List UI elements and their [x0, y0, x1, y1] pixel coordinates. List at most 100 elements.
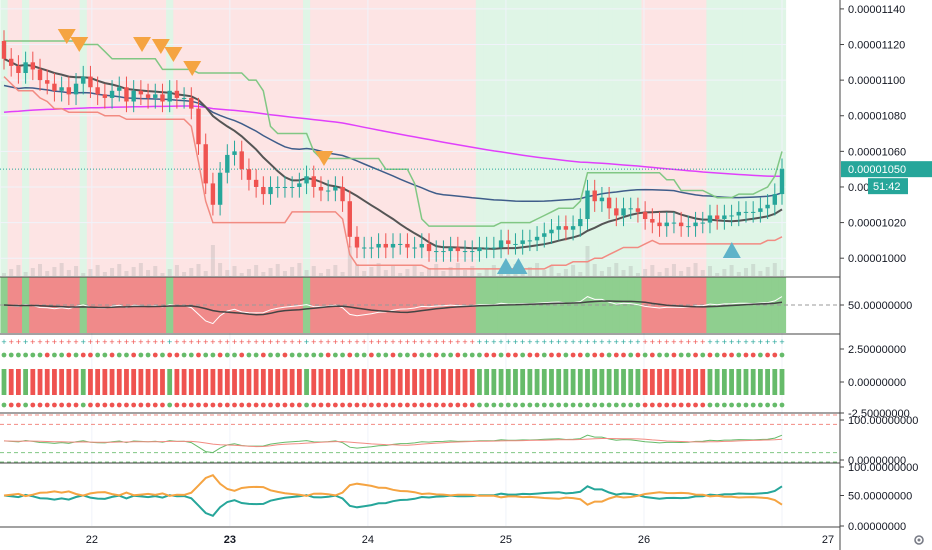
- signal-dot: [368, 352, 374, 358]
- candle-body: [650, 219, 655, 223]
- trend-zone: [173, 0, 181, 276]
- pane-separators[interactable]: [0, 0, 841, 550]
- signal-bar: [253, 369, 259, 395]
- candle-body: [606, 197, 612, 209]
- volume-bar: [239, 273, 244, 276]
- signal-dot: [124, 402, 129, 408]
- signal-dot: [534, 352, 540, 358]
- volume-bar: [189, 268, 194, 276]
- candle-body: [1, 40, 7, 59]
- trend-zone: [475, 0, 484, 276]
- trend-zone: [735, 0, 743, 276]
- trend-zone: [439, 0, 448, 276]
- signal-dot: [196, 352, 201, 358]
- signal-bar: [592, 369, 598, 395]
- time-axis[interactable]: 22 23 24 25 26 27: [86, 534, 834, 546]
- candlesticks[interactable]: [1, 30, 785, 262]
- volume-bar: [398, 273, 403, 276]
- signal-dot: [188, 352, 194, 358]
- signal-dot: [585, 402, 590, 408]
- signal-plus: +: [167, 337, 172, 347]
- rsi-zone: [245, 277, 254, 333]
- signal-dot: [750, 402, 756, 408]
- trend-zone: [447, 0, 455, 276]
- price-tick-label: 0.00001100: [848, 75, 905, 87]
- candle-body: [45, 80, 50, 84]
- signal-dot: [253, 402, 259, 408]
- candle-body: [527, 240, 533, 242]
- signal-plus: +: [484, 337, 489, 347]
- signal-plus: +: [498, 337, 503, 347]
- price-tick-label: 0.00001120: [848, 40, 905, 52]
- candle-body: [758, 208, 763, 212]
- candle-body: [196, 108, 201, 145]
- signal-dot: [729, 352, 734, 358]
- signal-dot: [606, 352, 612, 358]
- signal-dot: [16, 402, 21, 408]
- signal-dot: [397, 402, 403, 408]
- trend-zone: [677, 0, 686, 276]
- signal-dot: [664, 352, 670, 358]
- signal-dot: [282, 402, 288, 408]
- volume-bar: [484, 269, 489, 276]
- volume-bar: [203, 271, 208, 276]
- trend-zone: [158, 0, 167, 276]
- candle-body: [275, 186, 280, 188]
- sell-signal-triangle: [151, 39, 170, 54]
- volume-bar: [246, 269, 251, 276]
- candle-body: [268, 186, 273, 195]
- signal-bar: [714, 369, 720, 395]
- candle-body: [102, 94, 108, 98]
- price-axis[interactable]: 0.00001140 0.00001120 0.00001100 0.00001080…: [840, 4, 932, 533]
- rsi-zone: [288, 277, 297, 333]
- signal-dot: [181, 352, 187, 358]
- signal-dot: [52, 402, 57, 408]
- signal-plus: +: [369, 337, 374, 347]
- signal-bar: [124, 369, 129, 395]
- candle-body: [398, 243, 403, 245]
- signal-dot: [505, 402, 511, 408]
- signal-dot: [592, 402, 598, 408]
- trend-zone: [209, 0, 218, 276]
- signal-dot: [44, 402, 50, 408]
- signal-plus: +: [275, 337, 280, 347]
- signal-bar: [599, 369, 605, 395]
- volume-bar: [23, 272, 28, 276]
- signal-dot: [138, 352, 144, 358]
- candle-body: [52, 83, 57, 91]
- signal-dot: [224, 352, 230, 358]
- volume-bar: [758, 271, 763, 276]
- signal-plus: +: [700, 337, 705, 347]
- candle-body: [513, 243, 518, 245]
- signal-dot: [779, 402, 785, 408]
- signal-bar: [44, 369, 50, 395]
- volume-bar: [124, 271, 129, 276]
- signal-dot: [246, 352, 252, 358]
- signal-plus: +: [174, 337, 179, 347]
- signal-dot: [441, 352, 446, 358]
- trend-zone: [360, 0, 369, 276]
- chart-settings-gear-icon[interactable]: [912, 533, 926, 547]
- volume-bar: [772, 263, 777, 276]
- volume-bar: [2, 273, 6, 276]
- trend-zone: [130, 0, 138, 276]
- candle-body: [628, 208, 633, 210]
- signal-dot: [693, 352, 698, 358]
- signal-bar: [1, 369, 7, 395]
- signal-plus: +: [765, 337, 770, 347]
- signal-dot: [577, 352, 583, 358]
- trend-zone: [648, 0, 657, 276]
- signal-dot: [232, 352, 237, 358]
- signal-dot: [426, 352, 432, 358]
- signal-plus: +: [592, 337, 597, 347]
- rsi-zone: [36, 277, 45, 333]
- candle-body: [426, 243, 432, 252]
- trend-zone: [58, 0, 66, 276]
- volume-bar: [160, 273, 165, 276]
- signals-tick-label: 2.50000000: [848, 344, 906, 356]
- signal-plus: +: [311, 337, 316, 347]
- candle-body: [578, 219, 583, 227]
- candle-body: [585, 190, 590, 220]
- volume-bar: [599, 271, 604, 276]
